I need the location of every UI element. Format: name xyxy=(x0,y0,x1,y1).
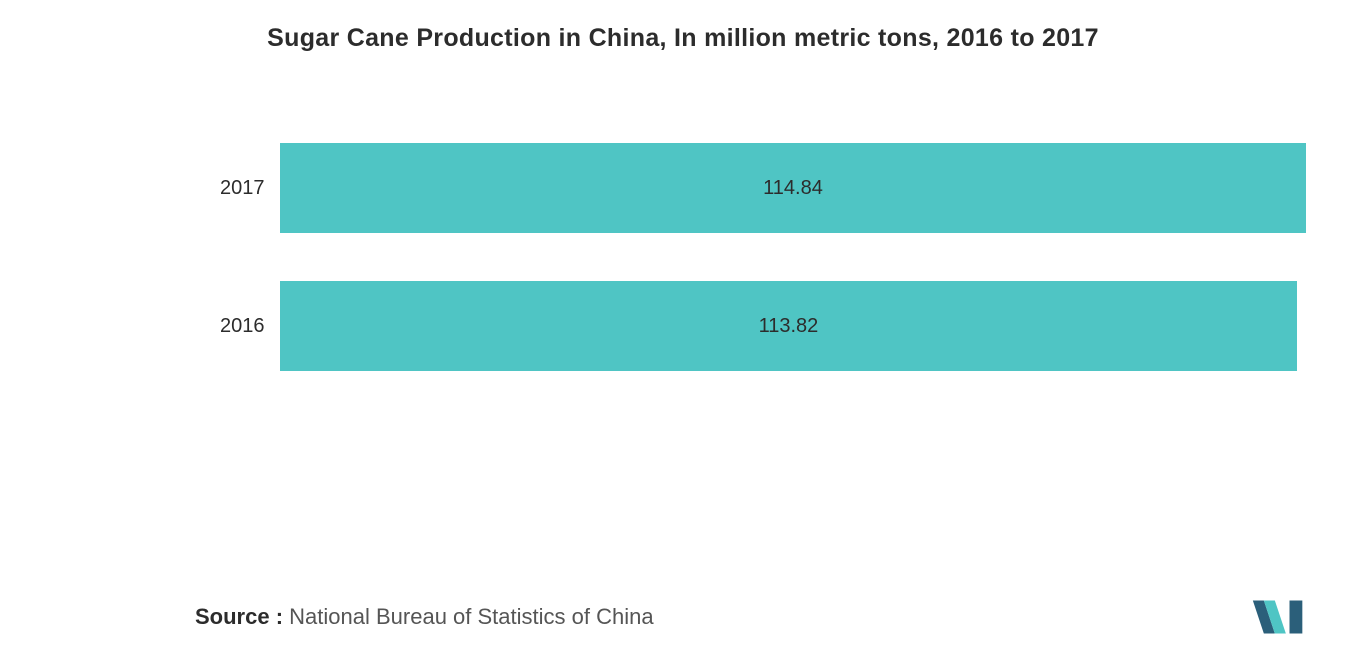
source-value: National Bureau of Statistics of China xyxy=(289,604,653,629)
bar-row-2016: 2016 113.82 xyxy=(280,281,1306,371)
bar-2017: 114.84 xyxy=(280,143,1306,233)
bar-2016: 113.82 xyxy=(280,281,1297,371)
category-label: 2016 xyxy=(220,315,265,338)
bars-area: 2017 114.84 2016 113.82 xyxy=(280,143,1306,371)
source-text: Source : National Bureau of Statistics o… xyxy=(195,604,654,630)
source-row: Source : National Bureau of Statistics o… xyxy=(195,597,1306,637)
source-prefix: Source : xyxy=(195,604,283,629)
bar-value-label: 113.82 xyxy=(759,315,819,338)
chart-title: Sugar Cane Production in China, In milli… xyxy=(40,24,1326,53)
category-label: 2017 xyxy=(220,177,265,200)
logo-svg xyxy=(1251,597,1306,637)
brand-logo-icon xyxy=(1251,597,1306,637)
bar-value-label: 114.84 xyxy=(763,177,823,200)
chart-container: Sugar Cane Production in China, In milli… xyxy=(0,0,1366,655)
bar-row-2017: 2017 114.84 xyxy=(280,143,1306,233)
